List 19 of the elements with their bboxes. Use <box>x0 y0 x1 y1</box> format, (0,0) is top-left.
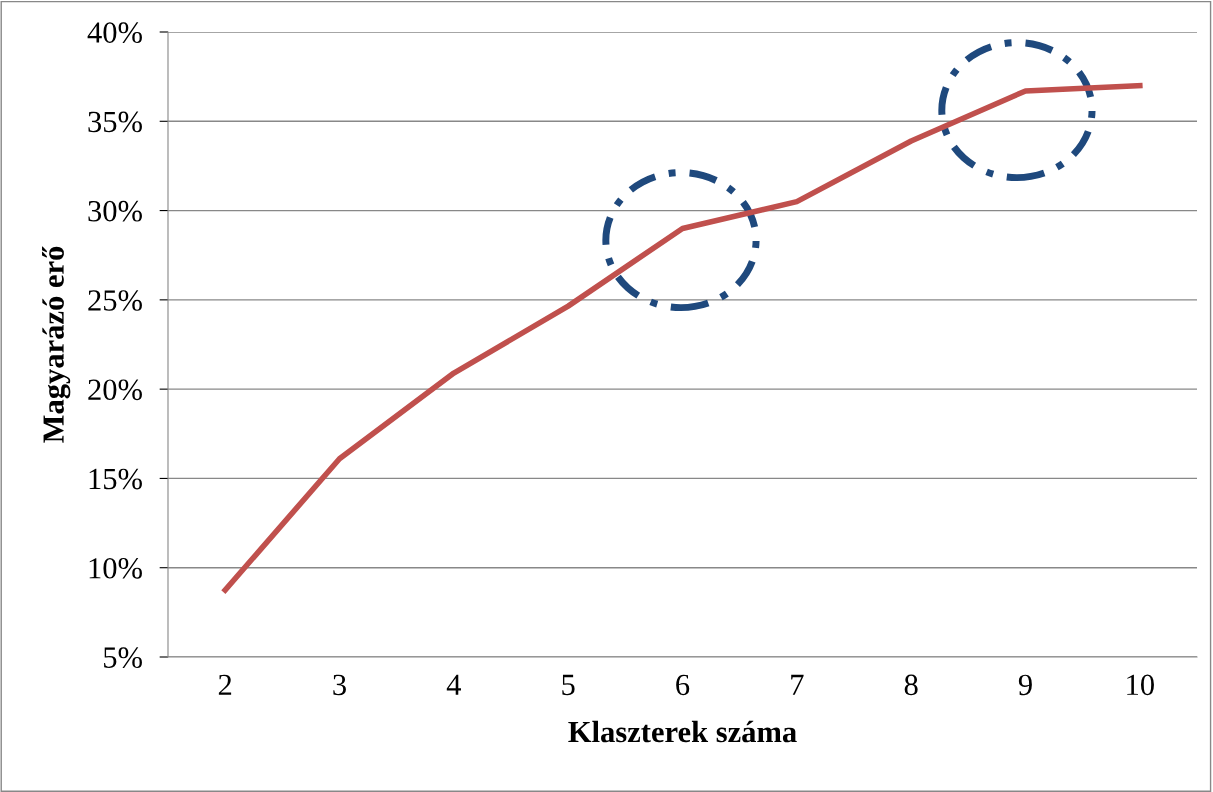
x-tick-label: 9 <box>1018 674 1032 696</box>
x-tick-label: 10 <box>1127 674 1154 696</box>
y-axis-title: Magyarázó erő <box>42 246 71 443</box>
y-tick-label: 15% <box>89 468 142 490</box>
x-axis-title: Klaszterek száma <box>568 720 797 743</box>
x-tick-label: 7 <box>791 674 804 695</box>
x-tick-label: 3 <box>333 674 346 696</box>
x-tick-label: 2 <box>218 674 232 695</box>
y-tick-label: 25% <box>88 290 142 311</box>
y-tick-label: 30% <box>88 200 142 222</box>
y-tick-label: 40% <box>87 22 142 43</box>
y-tick-label: 35% <box>88 111 142 133</box>
x-tick-label: 5 <box>562 674 575 696</box>
y-tick-label: 20% <box>88 379 142 401</box>
y-tick-label: 10% <box>89 558 142 579</box>
x-tick-label: 6 <box>676 674 690 696</box>
x-tick-label: 4 <box>446 674 461 695</box>
y-tick-label: 5% <box>104 647 142 668</box>
x-tick-label: 8 <box>904 674 918 696</box>
